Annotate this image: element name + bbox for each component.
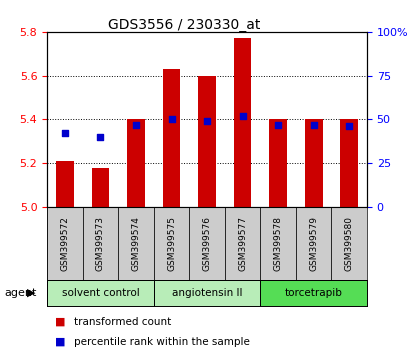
- Bar: [153, 280, 260, 306]
- Text: GSM399577: GSM399577: [238, 216, 247, 271]
- Text: ■: ■: [55, 317, 66, 327]
- Point: [168, 116, 174, 122]
- Bar: [260, 280, 366, 306]
- Bar: [295, 207, 330, 280]
- Text: GSM399574: GSM399574: [131, 216, 140, 271]
- Bar: [330, 207, 366, 280]
- Text: transformed count: transformed count: [74, 317, 171, 327]
- Bar: [47, 207, 83, 280]
- Bar: [83, 207, 118, 280]
- Text: GSM399573: GSM399573: [96, 216, 105, 271]
- Point: [310, 122, 316, 127]
- Bar: [189, 207, 224, 280]
- Text: percentile rank within the sample: percentile rank within the sample: [74, 337, 249, 347]
- Text: agent: agent: [4, 288, 36, 298]
- Point: [203, 118, 210, 124]
- Point: [345, 124, 352, 129]
- Text: angiotensin II: angiotensin II: [171, 288, 242, 298]
- Text: GDS3556 / 230330_at: GDS3556 / 230330_at: [108, 18, 260, 32]
- Bar: [91, 168, 109, 207]
- Bar: [198, 76, 216, 207]
- Point: [133, 122, 139, 127]
- Bar: [224, 207, 260, 280]
- Text: torcetrapib: torcetrapib: [284, 288, 342, 298]
- Text: ▶: ▶: [27, 288, 35, 298]
- Text: GSM399579: GSM399579: [308, 216, 317, 271]
- Bar: [162, 69, 180, 207]
- Point: [61, 131, 68, 136]
- Text: solvent control: solvent control: [61, 288, 139, 298]
- Text: ■: ■: [55, 337, 66, 347]
- Bar: [269, 119, 286, 207]
- Bar: [260, 207, 295, 280]
- Bar: [304, 119, 322, 207]
- Point: [239, 113, 245, 119]
- Bar: [339, 119, 357, 207]
- Point: [274, 122, 281, 127]
- Bar: [118, 207, 153, 280]
- Bar: [127, 119, 144, 207]
- Bar: [153, 207, 189, 280]
- Text: GSM399578: GSM399578: [273, 216, 282, 271]
- Text: GSM399575: GSM399575: [166, 216, 175, 271]
- Text: GSM399572: GSM399572: [60, 216, 69, 271]
- Bar: [56, 161, 74, 207]
- Point: [97, 134, 103, 140]
- Text: GSM399580: GSM399580: [344, 216, 353, 271]
- Text: GSM399576: GSM399576: [202, 216, 211, 271]
- Bar: [47, 280, 153, 306]
- Bar: [233, 39, 251, 207]
